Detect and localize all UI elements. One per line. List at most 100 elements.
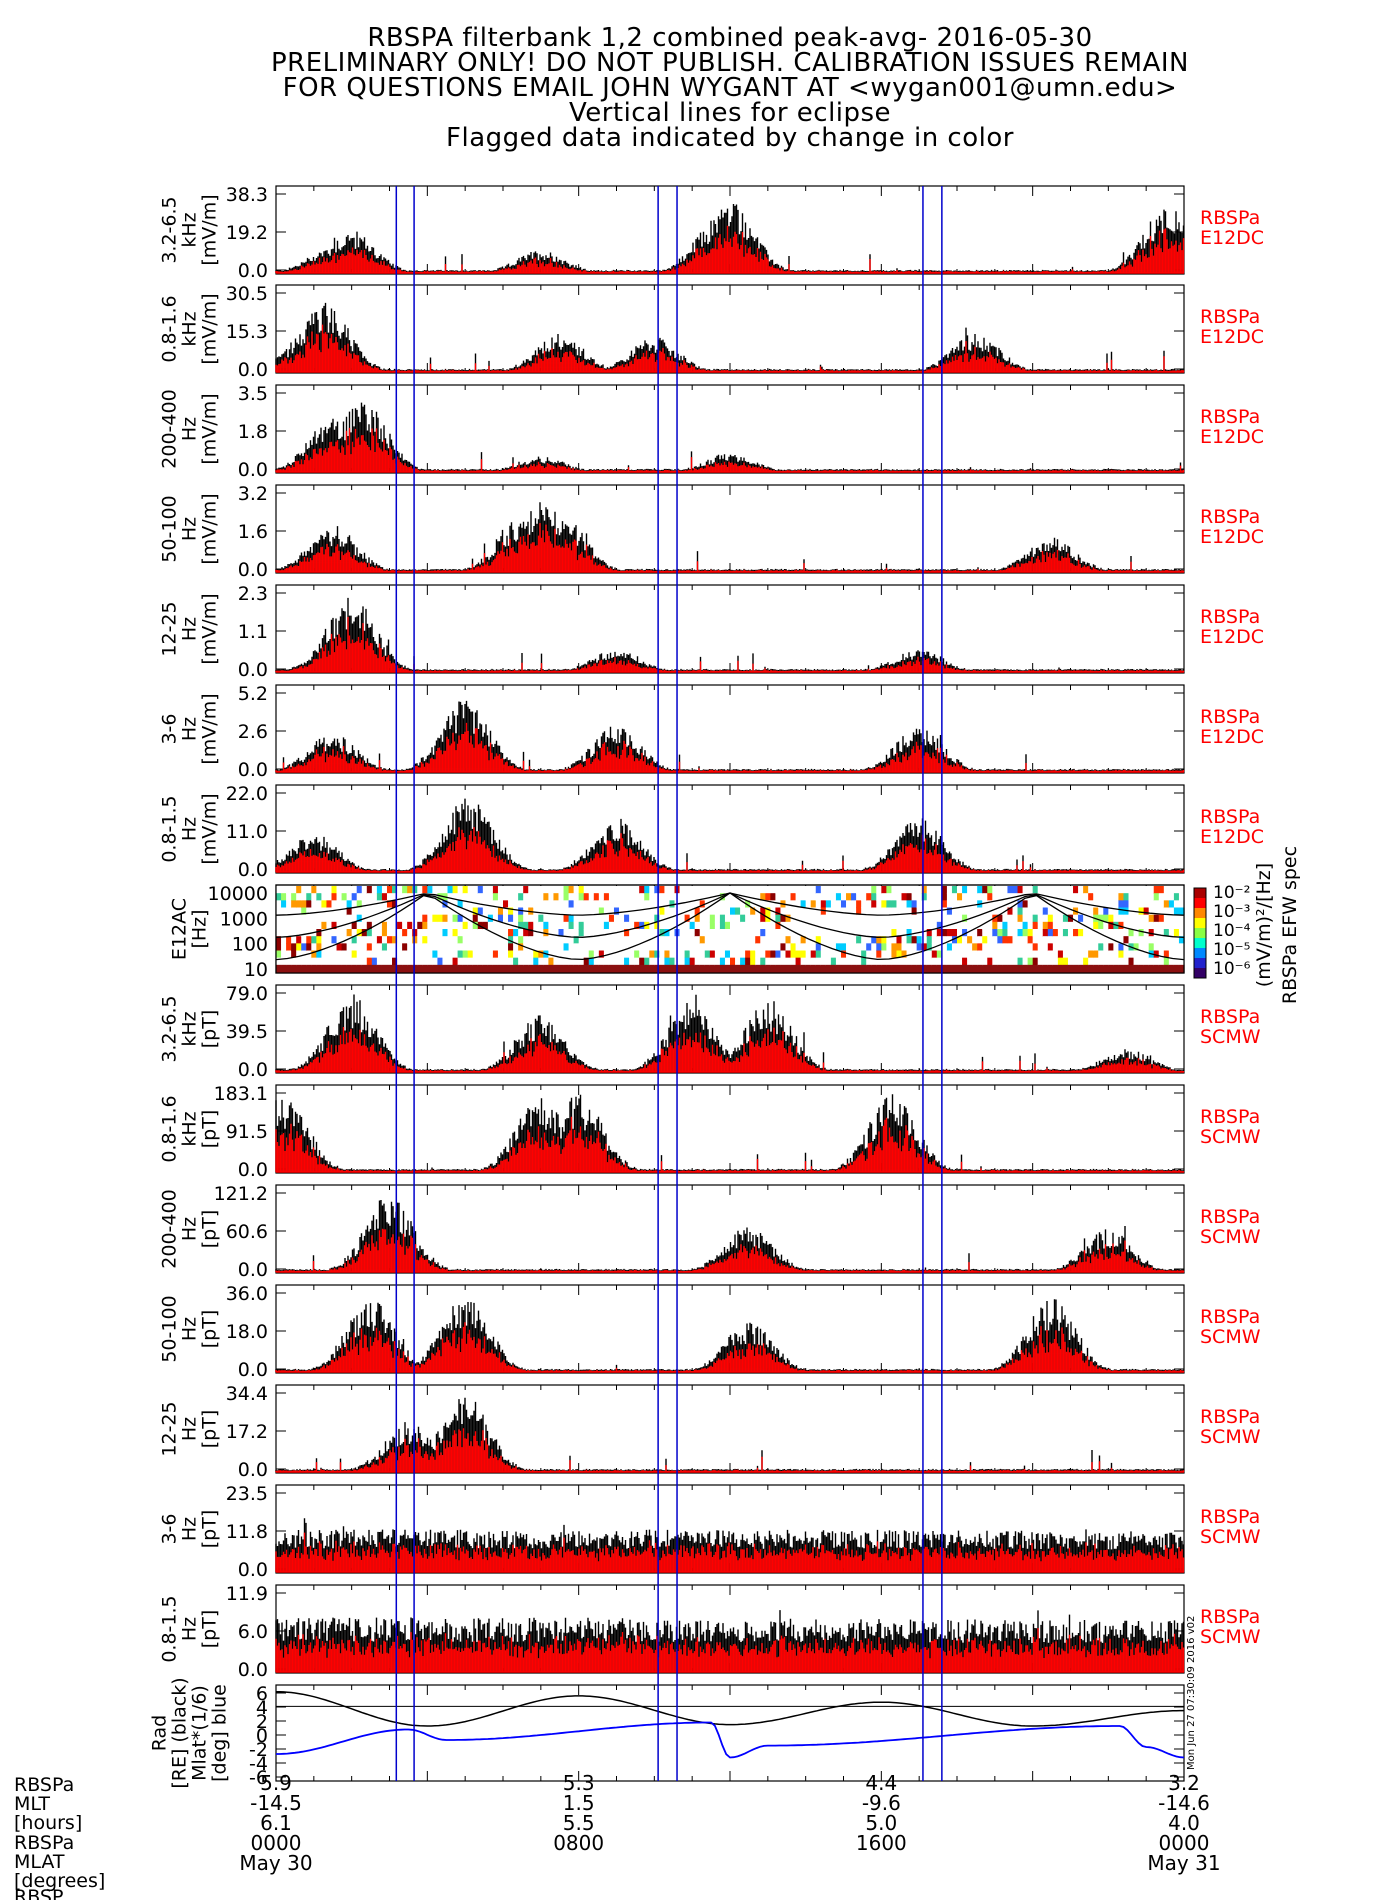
spectrogram-cell bbox=[427, 908, 433, 916]
spectrogram-cell bbox=[518, 893, 524, 901]
spectrogram-cell bbox=[942, 915, 948, 923]
spectrogram-cell bbox=[881, 908, 887, 916]
spectrogram-cell bbox=[760, 936, 766, 944]
spectrogram-cell bbox=[927, 893, 933, 901]
spectrogram-cell bbox=[1113, 929, 1119, 937]
spectrogram-cell bbox=[402, 922, 408, 930]
spectrogram-cell bbox=[589, 915, 595, 923]
spectrogram-cell bbox=[806, 893, 812, 901]
spectrogram-cell bbox=[755, 965, 761, 973]
spectrogram-cell bbox=[513, 958, 519, 966]
panel-e6: 3-6Hz[mV/m] 5.22.60.0RBSPaE12DC bbox=[159, 683, 1265, 781]
spectrogram-cell bbox=[755, 943, 761, 951]
spectrogram-cell bbox=[841, 936, 847, 944]
spectrogram-cell bbox=[876, 943, 882, 951]
spectrogram-cell bbox=[1129, 893, 1135, 901]
spectrogram-cell bbox=[1028, 951, 1034, 959]
spectrogram-cell bbox=[533, 900, 539, 908]
y-tick-label: 2.6 bbox=[238, 721, 268, 743]
spectrogram-cell bbox=[458, 965, 464, 973]
radius-line bbox=[276, 1692, 1184, 1726]
spectrogram-cell bbox=[629, 936, 635, 944]
y-axis-label: 200-400 bbox=[159, 1189, 181, 1268]
spectrogram-cell bbox=[352, 893, 358, 901]
spectrogram-cell bbox=[659, 886, 665, 894]
spectrogram-cell bbox=[448, 893, 454, 901]
y-axis-label: 3-6 bbox=[159, 1513, 181, 1544]
spectrogram-cell bbox=[316, 965, 322, 973]
spectrogram-cell bbox=[816, 951, 822, 959]
spectrogram-cell bbox=[417, 900, 423, 908]
spectrogram-cell bbox=[866, 951, 872, 959]
spectrogram-cell bbox=[407, 929, 413, 937]
spectrogram-cell bbox=[503, 900, 509, 908]
spectrogram-cell bbox=[291, 965, 297, 973]
spectrogram-cell bbox=[982, 936, 988, 944]
spectrogram-cell bbox=[548, 958, 554, 966]
spectrogram-cell bbox=[533, 886, 539, 894]
spectrogram-cell bbox=[1038, 886, 1044, 894]
spectrogram-cell bbox=[1002, 929, 1008, 937]
spectrogram-cell bbox=[1012, 908, 1018, 916]
spectrogram-cell bbox=[947, 929, 953, 937]
spectrogram-cell bbox=[1098, 908, 1104, 916]
spectrogram-cell bbox=[574, 922, 580, 930]
spectrogram-cell bbox=[1154, 943, 1160, 951]
spectrogram-cell bbox=[705, 951, 711, 959]
spectrogram-cell bbox=[513, 893, 519, 901]
spectrogram-cell bbox=[866, 900, 872, 908]
spectrogram-cell bbox=[1098, 893, 1104, 901]
spectrogram-cell bbox=[1108, 951, 1114, 959]
spectrogram-cell bbox=[806, 943, 812, 951]
spectrogram-cell bbox=[796, 943, 802, 951]
spectrogram-cell bbox=[432, 929, 438, 937]
spectrogram-cell bbox=[886, 922, 892, 930]
spectrogram-cell bbox=[690, 922, 696, 930]
spectrogram-cell bbox=[614, 893, 620, 901]
spectrogram-cell bbox=[821, 958, 827, 966]
spectrogram-cell bbox=[1043, 958, 1049, 966]
spectrogram-cell bbox=[1078, 915, 1084, 923]
spectrogram-cell bbox=[927, 886, 933, 894]
spectrogram-cell bbox=[1018, 922, 1024, 930]
spectrogram-cell bbox=[1139, 929, 1145, 937]
spectrogram-cell bbox=[866, 943, 872, 951]
spectrogram-cell bbox=[1048, 922, 1054, 930]
spectrogram-cell bbox=[574, 943, 580, 951]
spectrogram-cell bbox=[1053, 886, 1059, 894]
spectrogram-cell bbox=[1068, 922, 1074, 930]
spectrogram-cell bbox=[664, 951, 670, 959]
instrument-label: SCMW bbox=[1200, 1426, 1261, 1448]
spectrogram-cell bbox=[700, 886, 706, 894]
spectrogram-cell bbox=[1134, 951, 1140, 959]
spectrogram-cell bbox=[548, 886, 554, 894]
instrument-label: RBSPa bbox=[1200, 806, 1260, 828]
spectrogram-cell bbox=[533, 908, 539, 916]
spectrogram-cell bbox=[806, 958, 812, 966]
spectrogram-cell bbox=[594, 893, 600, 901]
spectrogram-cell bbox=[604, 900, 610, 908]
spectrogram-cell bbox=[422, 943, 428, 951]
spectrogram-cell bbox=[780, 951, 786, 959]
spectrogram-cell bbox=[992, 886, 998, 894]
spectrogram-cell bbox=[705, 936, 711, 944]
spectrogram-cell bbox=[483, 886, 489, 894]
panel-e7: 0.8-1.5Hz[mV/m] 22.011.00.0RBSPaE12DC bbox=[159, 783, 1265, 881]
spectrogram-cell bbox=[1028, 929, 1034, 937]
spectrogram-cell bbox=[574, 929, 580, 937]
spectrogram-cell bbox=[669, 886, 675, 894]
spectrogram-cell bbox=[634, 965, 640, 973]
spectrogram-cell bbox=[407, 965, 413, 973]
spectrogram-cell bbox=[1134, 915, 1140, 923]
spectrogram-cell bbox=[1123, 900, 1129, 908]
spectrogram-cell bbox=[432, 908, 438, 916]
spectrogram-cell bbox=[548, 922, 554, 930]
spectrogram-cell bbox=[811, 943, 817, 951]
spectrogram-cell bbox=[902, 943, 908, 951]
spectrogram-cell bbox=[276, 886, 282, 894]
spectrogram-cell bbox=[932, 936, 938, 944]
spectrogram-cell bbox=[427, 900, 433, 908]
spectrogram-cell bbox=[801, 893, 807, 901]
spectrogram-cell bbox=[538, 922, 544, 930]
instrument-label: RBSPa bbox=[1200, 1606, 1260, 1628]
